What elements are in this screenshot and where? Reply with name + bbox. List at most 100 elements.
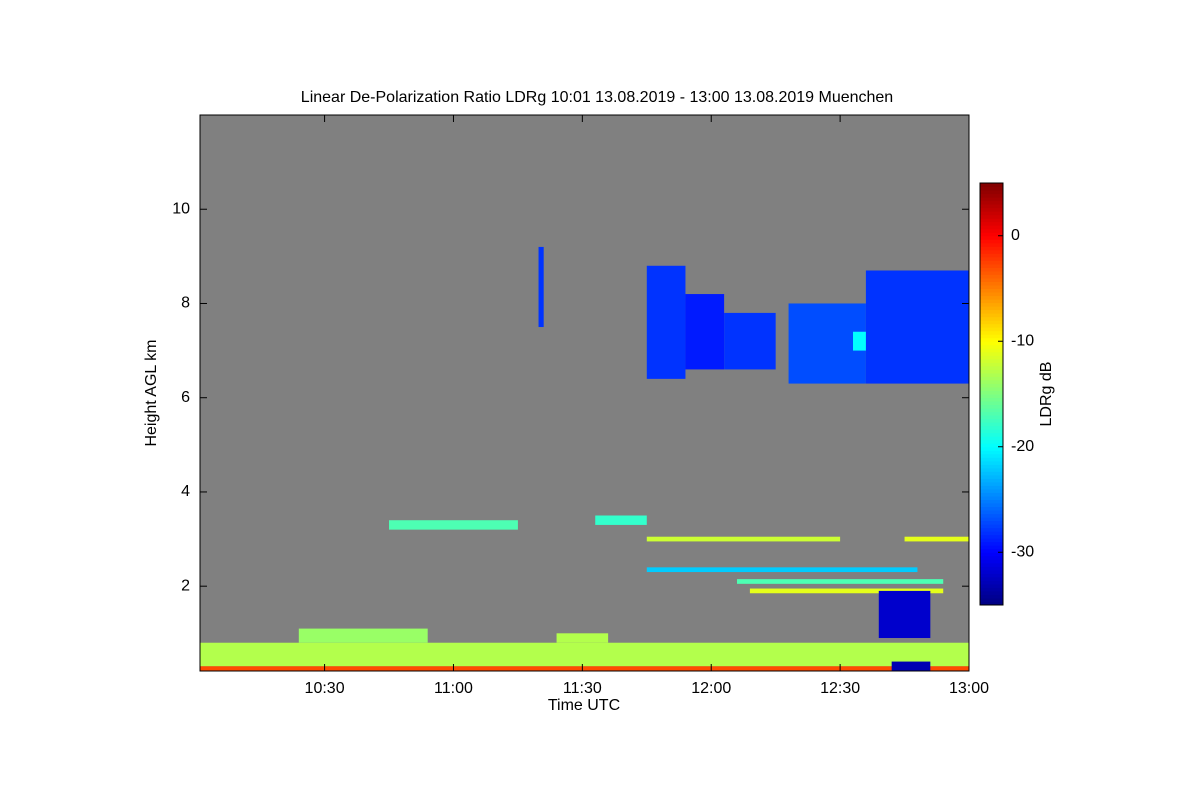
colorbar-swatch <box>980 559 1003 564</box>
colorbar-swatch <box>980 379 1003 384</box>
x-tick-label: 13:00 <box>949 680 989 697</box>
colorbar-swatch <box>980 320 1003 325</box>
heatmap-cell <box>538 246 544 328</box>
colorbar-swatch <box>980 211 1003 216</box>
y-axis-label: Height AGL km <box>143 339 160 446</box>
colorbar-swatch <box>980 429 1003 434</box>
colorbar-swatch <box>980 390 1003 395</box>
colorbar-swatch <box>980 183 1003 188</box>
heatmap-cell <box>749 588 944 594</box>
heatmap-cell <box>737 579 944 584</box>
colorbar-swatch <box>980 460 1003 465</box>
heatmap-cell <box>724 312 776 370</box>
colorbar-swatch <box>980 471 1003 476</box>
colorbar-swatch <box>980 439 1003 444</box>
colorbar-swatch <box>980 545 1003 550</box>
colorbar-swatch <box>980 334 1003 339</box>
colorbar-swatch <box>980 590 1003 595</box>
colorbar-swatch <box>980 309 1003 314</box>
heatmap-cell <box>556 633 609 643</box>
y-tick-label: 4 <box>181 483 190 500</box>
colorbar-swatch <box>980 601 1003 606</box>
colorbar-swatch <box>980 239 1003 244</box>
colorbar-swatch <box>980 383 1003 388</box>
heatmap-cell <box>853 331 866 351</box>
colorbar-swatch <box>980 246 1003 251</box>
colorbar-label: LDRg dB <box>1038 362 1055 427</box>
y-tick-label: 2 <box>181 577 190 594</box>
colorbar-swatch <box>980 197 1003 202</box>
x-tick-label: 12:00 <box>691 680 731 697</box>
colorbar-swatch <box>980 495 1003 500</box>
colorbar-swatch <box>980 580 1003 585</box>
colorbar-swatch <box>980 411 1003 416</box>
colorbar-swatch <box>980 597 1003 602</box>
colorbar-swatch <box>980 443 1003 448</box>
colorbar-swatch <box>980 263 1003 268</box>
colorbar-swatch <box>980 284 1003 289</box>
colorbar-swatch <box>980 527 1003 532</box>
colorbar-swatch <box>980 337 1003 342</box>
colorbar-swatch <box>980 358 1003 363</box>
colorbar-swatch <box>980 190 1003 195</box>
colorbar-swatch <box>980 552 1003 557</box>
colorbar-swatch <box>980 408 1003 413</box>
colorbar-frame <box>979 182 1004 606</box>
heatmap-cell <box>595 515 647 525</box>
colorbar-swatch <box>980 394 1003 399</box>
colorbar-swatch <box>980 235 1003 240</box>
colorbar-swatch <box>980 369 1003 374</box>
heatmap-cell <box>878 590 931 639</box>
colorbar-swatch <box>980 457 1003 462</box>
colorbar-swatch <box>980 323 1003 328</box>
colorbar-swatch <box>980 207 1003 212</box>
colorbar-swatch <box>980 453 1003 458</box>
colorbar-swatch <box>980 548 1003 553</box>
colorbar-swatch <box>980 386 1003 391</box>
colorbar-swatch <box>980 446 1003 451</box>
colorbar-swatch <box>980 186 1003 191</box>
colorbar-swatch <box>980 425 1003 430</box>
y-tick-label: 6 <box>181 389 190 406</box>
colorbar-swatch <box>980 464 1003 469</box>
colorbar-swatch <box>980 281 1003 286</box>
colorbar-swatch <box>980 277 1003 282</box>
heatmap-cell <box>865 270 969 384</box>
colorbar-swatch <box>980 193 1003 198</box>
colorbar-swatch <box>980 355 1003 360</box>
colorbar-swatch <box>980 218 1003 223</box>
colorbar-swatch <box>980 555 1003 560</box>
colorbar-swatch <box>980 450 1003 455</box>
colorbar-swatch <box>980 327 1003 332</box>
colorbar-swatch <box>980 510 1003 515</box>
colorbar-swatch <box>980 531 1003 536</box>
chart-title: Linear De-Polarization Ratio LDRg 10:01 … <box>301 89 893 106</box>
colorbar-swatch <box>980 270 1003 275</box>
colorbar-swatch <box>980 506 1003 511</box>
x-axis-label: Time UTC <box>548 697 620 714</box>
colorbar-swatch <box>980 467 1003 472</box>
colorbar-swatch <box>980 583 1003 588</box>
x-tick-label: 10:30 <box>305 680 345 697</box>
colorbar-swatch <box>980 404 1003 409</box>
colorbar-swatch <box>980 478 1003 483</box>
colorbar-tick-label: 0 <box>1011 227 1020 244</box>
colorbar-swatch <box>980 422 1003 427</box>
colorbar-swatch <box>980 534 1003 539</box>
colorbar-swatch <box>980 397 1003 402</box>
colorbar-swatch <box>980 485 1003 490</box>
colorbar-swatch <box>980 302 1003 307</box>
colorbar-swatch <box>980 274 1003 279</box>
y-tick-label: 10 <box>172 200 190 217</box>
colorbar-swatch <box>980 418 1003 423</box>
heatmap-cell <box>904 536 969 542</box>
x-tick-label: 11:30 <box>563 680 602 697</box>
colorbar-swatch <box>980 221 1003 226</box>
colorbar-swatch <box>980 256 1003 261</box>
colorbar-swatch <box>980 594 1003 599</box>
colorbar-swatch <box>980 566 1003 571</box>
colorbar-swatch <box>980 517 1003 522</box>
colorbar-swatch <box>980 313 1003 318</box>
colorbar-swatch <box>980 316 1003 321</box>
colorbar-tick-label: -10 <box>1011 332 1034 349</box>
